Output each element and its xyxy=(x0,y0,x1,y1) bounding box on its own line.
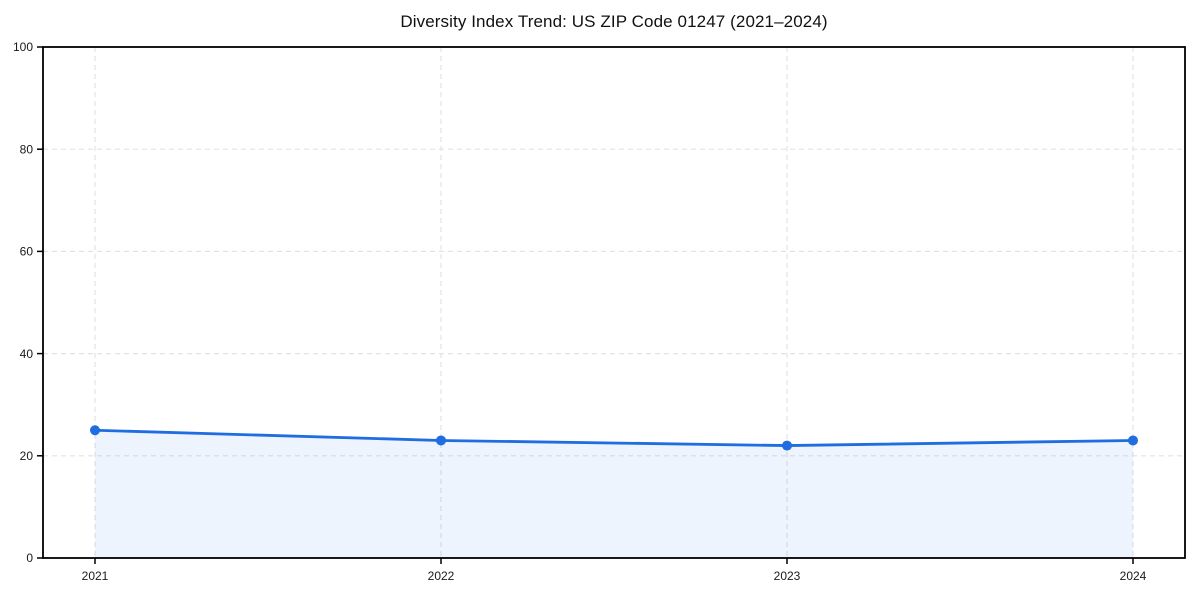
x-tick-label: 2022 xyxy=(428,569,455,583)
x-tick-label: 2024 xyxy=(1120,569,1147,583)
y-tick-label: 0 xyxy=(26,551,33,565)
trend-line xyxy=(93,428,1135,447)
area-fill xyxy=(95,430,1133,558)
y-tick-label: 100 xyxy=(13,40,33,54)
chart-title: Diversity Index Trend: US ZIP Code 01247… xyxy=(400,12,828,31)
data-point xyxy=(436,435,446,446)
x-tick-label: 2023 xyxy=(774,569,801,583)
y-tick-label: 60 xyxy=(20,245,34,259)
x-tick-label: 2021 xyxy=(82,569,109,583)
y-tick-label: 80 xyxy=(20,142,34,156)
y-tick-label: 40 xyxy=(20,347,34,361)
data-point xyxy=(1128,435,1138,446)
y-tick-label: 20 xyxy=(20,449,34,463)
data-point xyxy=(90,425,100,436)
data-point xyxy=(782,440,792,451)
plot-border xyxy=(42,46,1186,559)
